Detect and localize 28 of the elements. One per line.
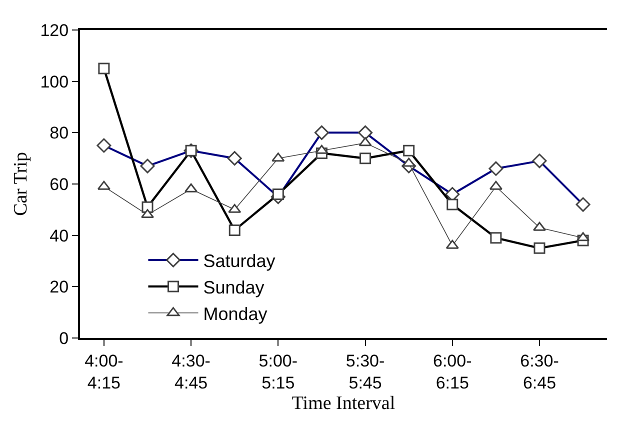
x-axis-title: Time Interval: [292, 392, 396, 414]
y-tick-label: 20: [50, 278, 69, 297]
legend-label: Saturday: [203, 251, 276, 272]
point: [358, 137, 372, 146]
point: [272, 152, 285, 162]
legend-label: Sunday: [203, 277, 264, 298]
y-tick-label: 120: [40, 20, 69, 40]
x-tick-label: 5:30- 5:45: [346, 351, 385, 392]
x-tick-label: 5:00- 5:15: [258, 351, 298, 392]
y-tick-label: 40: [50, 226, 69, 246]
x-tick-label: 6:30- 6:45: [520, 351, 559, 392]
y-tick-label: 60: [50, 174, 69, 194]
x-tick-label: 4:00- 4:15: [84, 351, 124, 392]
x-tick-label: 6:00- 6:15: [433, 351, 472, 392]
point: [402, 158, 416, 167]
point: [446, 240, 459, 249]
x-tick-label: 4:30- 4:45: [172, 351, 210, 392]
point: [576, 232, 590, 242]
y-axis-title: Car Trip: [10, 152, 32, 216]
legend-label: Monday: [203, 304, 268, 324]
point: [489, 180, 502, 190]
y-tick-label: 0: [59, 328, 69, 348]
point: [315, 144, 328, 154]
y-tick-label: 100: [40, 72, 69, 92]
point: [97, 180, 110, 190]
point: [184, 183, 198, 192]
y-tick-label: 80: [50, 124, 69, 143]
point: [228, 204, 242, 213]
